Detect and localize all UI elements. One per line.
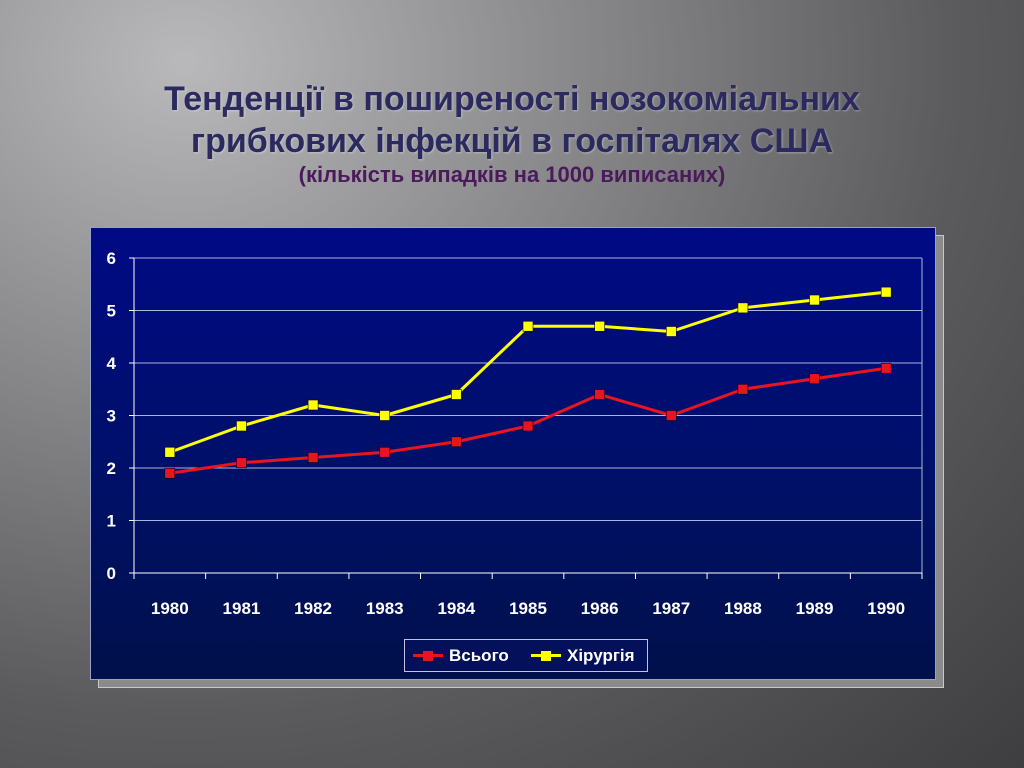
x-tick-label: 1982 <box>294 599 332 618</box>
series-2-point <box>307 399 319 411</box>
slide-title-line-1: Тенденції в поширеності нозокоміальних <box>164 80 860 118</box>
grid-layer <box>134 257 923 573</box>
x-tick-label: 1986 <box>581 599 619 618</box>
series-2-point <box>451 389 462 400</box>
series-1-point <box>809 373 820 385</box>
legend-label-series-2: Хірургія <box>567 645 635 665</box>
series-2-point <box>665 326 677 337</box>
y-tick-label: 0 <box>107 564 116 583</box>
series-2-point <box>164 446 176 458</box>
series-1-point <box>307 452 319 463</box>
y-tick-label: 5 <box>107 302 116 321</box>
x-tick-label: 1983 <box>366 599 404 618</box>
y-tick-label: 2 <box>107 459 116 478</box>
x-tick-label: 1990 <box>867 599 905 618</box>
x-tick-label: 1987 <box>652 599 690 618</box>
legend-label-series-1: Всього <box>449 645 509 665</box>
x-tick-label: 1988 <box>724 599 762 618</box>
series-2-point <box>880 286 892 298</box>
slide-title-line-2: грибкових інфекцій в госпіталях США <box>190 122 834 160</box>
x-tick-label: 1989 <box>796 599 834 618</box>
series-1-point <box>880 362 892 374</box>
x-tick-label: 1985 <box>509 599 547 618</box>
series-2-point <box>379 410 391 421</box>
series-2-point <box>236 420 247 432</box>
series-2-point <box>809 294 820 306</box>
series-1-point <box>665 410 677 421</box>
x-tick-label: 1981 <box>223 599 261 618</box>
chart-legend: Всього Хірургія <box>404 639 648 672</box>
y-tick-label: 4 <box>107 354 117 373</box>
legend-swatch-series-1 <box>413 648 443 664</box>
x-tick-label: 1980 <box>151 599 189 618</box>
slide-subtitle: (кількість випадків на 1000 виписаних) <box>298 162 726 187</box>
legend-swatch-series-2 <box>531 648 561 664</box>
axis-layer: 0 1 2 3 4 5 6 1980 1981 1982 1983 1984 1985 1986 1987 1… <box>107 249 923 618</box>
series-1-point <box>451 436 462 448</box>
series-2-point <box>594 320 605 332</box>
series-1-point <box>522 420 534 432</box>
series-1-point <box>164 467 176 479</box>
series-1-point <box>236 457 247 469</box>
series-1-point <box>379 446 391 458</box>
legend-item-series-1: Всього <box>413 640 509 671</box>
y-tick-label: 1 <box>107 512 116 531</box>
series-1-point <box>737 383 749 395</box>
legend-item-series-2: Хірургія <box>531 640 635 671</box>
y-tick-label: 6 <box>107 249 116 268</box>
series-2-point <box>522 320 534 332</box>
x-tick-label: 1984 <box>437 599 475 618</box>
y-tick-label: 3 <box>107 407 116 426</box>
series-1-point <box>594 389 605 400</box>
series-layer <box>164 286 892 479</box>
series-2-point <box>737 302 749 314</box>
slide-title: Тенденції в поширеності нозокоміальних г… <box>0 78 1024 162</box>
